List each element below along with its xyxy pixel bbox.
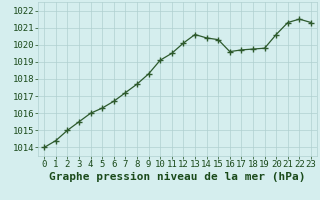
X-axis label: Graphe pression niveau de la mer (hPa): Graphe pression niveau de la mer (hPa) xyxy=(49,172,306,182)
